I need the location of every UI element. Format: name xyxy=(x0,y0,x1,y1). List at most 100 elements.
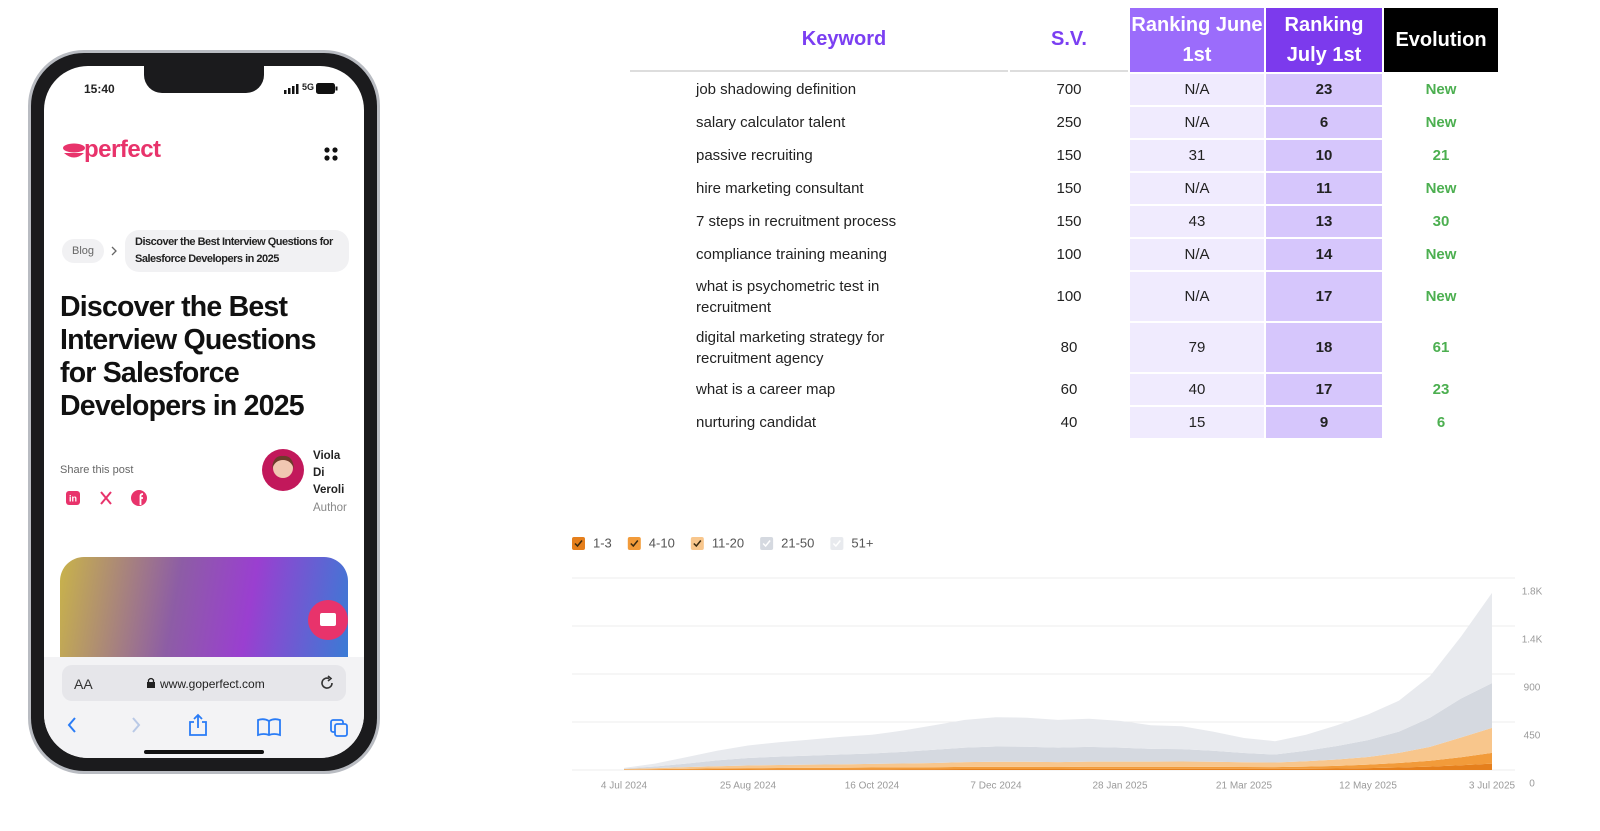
table-cell: N/A xyxy=(1130,74,1264,105)
keyword-text: nurturing candidat xyxy=(696,414,817,431)
url-field[interactable] xyxy=(62,665,346,701)
table-cell: N/A xyxy=(1130,107,1264,138)
x-tick-label: 16 Oct 2024 xyxy=(845,781,900,792)
keyword-table: Keyword S.V. Ranking June 1st Ranking Ju… xyxy=(628,6,1500,440)
table-cell: 15 xyxy=(1130,407,1264,438)
table-cell: 11 xyxy=(1266,173,1382,204)
table-cell: N/A xyxy=(1130,272,1264,321)
table-cell: hire marketing consultant xyxy=(630,173,1008,204)
table-cell: 17 xyxy=(1266,374,1382,405)
table-cell: 43 xyxy=(1130,206,1264,237)
legend-checkbox[interactable] xyxy=(690,537,704,550)
y-tick-label: 1.8K xyxy=(1522,587,1543,598)
browser-toolbar[interactable] xyxy=(44,711,364,739)
notch xyxy=(144,66,264,93)
table-cell: New xyxy=(1425,288,1457,305)
table-cell: 7 steps in recruitment process xyxy=(630,206,1008,237)
legend-checkbox[interactable] xyxy=(830,537,844,550)
table-row: salary calculator talent 250 N/A 6 New xyxy=(630,107,1498,138)
table-cell: 250 xyxy=(1056,114,1082,131)
share-icons[interactable]: in xyxy=(64,488,154,508)
author-avatar xyxy=(262,449,304,491)
table-cell: compliance training meaning xyxy=(630,239,1008,270)
lock-icon xyxy=(147,677,155,688)
table-cell: 150 xyxy=(1056,147,1082,164)
logo-mark xyxy=(63,143,85,158)
table-cell: N/A xyxy=(1130,239,1264,270)
keyword-text: passive recruiting xyxy=(696,147,813,164)
table-cell: 60 xyxy=(1060,381,1078,398)
area xyxy=(624,592,1492,769)
status-time: 15:40 xyxy=(84,82,115,96)
chat-button[interactable] xyxy=(307,599,349,641)
article-title: Discover the Best Interview Questions fo… xyxy=(60,291,316,422)
legend-label: 51+ xyxy=(851,535,873,550)
table-cell: 30 xyxy=(1432,213,1450,230)
table-row: digital marketing strategy for recruitme… xyxy=(630,323,1498,372)
logo[interactable]: perfect xyxy=(84,136,161,163)
y-tick-label: 450 xyxy=(1524,731,1541,742)
y-tick-label: 0 xyxy=(1529,779,1535,790)
table-cell: 61 xyxy=(1432,339,1450,356)
table-cell: 10 xyxy=(1266,140,1382,171)
breadcrumb-current: Discover the Best Interview Questions fo… xyxy=(125,230,349,272)
table-row: nurturing candidat 40 15 9 6 xyxy=(630,407,1498,438)
table-cell: 6 xyxy=(1436,414,1446,431)
reload-icon[interactable] xyxy=(318,674,336,692)
keyword-text: 7 steps in recruitment process xyxy=(696,213,897,230)
network-label: 5G xyxy=(302,82,315,92)
legend-check xyxy=(832,540,841,548)
table-row: passive recruiting 150 31 10 21 xyxy=(630,140,1498,171)
table-row: compliance training meaning 100 N/A 14 New xyxy=(630,239,1498,270)
table-row: what is psychometric test in recruitment… xyxy=(630,272,1498,321)
table-row: what is a career map 60 40 17 23 xyxy=(630,374,1498,405)
table-cell: what is psychometric test in recruitment xyxy=(630,272,1008,321)
table-row: job shadowing definition 700 N/A 23 New xyxy=(630,74,1498,105)
table-cell: 23 xyxy=(1432,381,1450,398)
table-cell: New xyxy=(1425,81,1457,98)
url-text: www.goperfect.com xyxy=(160,677,265,691)
legend-checkbox[interactable] xyxy=(627,537,641,550)
legend-check xyxy=(762,540,771,548)
hero-image xyxy=(60,557,348,657)
table-cell: 9 xyxy=(1266,407,1382,438)
area xyxy=(624,763,1492,770)
keyword-text: compliance training meaning xyxy=(696,246,887,263)
table-cell: 18 xyxy=(1266,323,1382,372)
x-tick-label: 25 Aug 2024 xyxy=(720,781,777,792)
table-cell: 150 xyxy=(1056,213,1082,230)
phone-mockup: 15:40 5G perfect Blog Discover the Best … xyxy=(28,50,380,774)
legend-checkbox[interactable] xyxy=(572,537,585,550)
table-row: 7 steps in recruitment process 150 43 13 30 xyxy=(630,206,1498,237)
table-cell: 79 xyxy=(1130,323,1264,372)
table-cell: 13 xyxy=(1266,206,1382,237)
table-cell: passive recruiting xyxy=(630,140,1008,171)
keyword-text: hire marketing consultant xyxy=(696,180,864,197)
breadcrumb-chevron xyxy=(111,246,117,256)
x-tick-label: 28 Jan 2025 xyxy=(1092,781,1147,792)
legend-checkbox[interactable] xyxy=(760,537,774,550)
phone-screen: 15:40 5G perfect Blog Discover the Best … xyxy=(44,66,364,758)
table-cell: 80 xyxy=(1060,339,1078,356)
column-header: Ranking July 1st xyxy=(1266,8,1382,72)
column-header: Ranking June 1st xyxy=(1130,8,1264,72)
y-tick-label: 1.4K xyxy=(1522,635,1543,646)
text-size-button[interactable]: AA xyxy=(74,676,93,692)
table-cell: 17 xyxy=(1266,272,1382,321)
keyword-text: what is a career map xyxy=(696,381,836,398)
share-label: Share this post xyxy=(60,464,134,476)
breadcrumb-root[interactable]: Blog xyxy=(62,239,105,263)
table-cell: 6 xyxy=(1266,107,1382,138)
legend-check xyxy=(693,540,702,548)
author-name: Viola Di Veroli xyxy=(313,450,345,496)
menu-icon[interactable] xyxy=(323,146,339,162)
table-cell: 31 xyxy=(1130,140,1264,171)
table-cell: 100 xyxy=(1056,288,1082,305)
table-cell: N/A xyxy=(1130,173,1264,204)
table-cell: 150 xyxy=(1056,180,1082,197)
table-cell: what is a career map xyxy=(630,374,1008,405)
battery-icon xyxy=(316,83,338,94)
home-indicator xyxy=(144,750,264,754)
